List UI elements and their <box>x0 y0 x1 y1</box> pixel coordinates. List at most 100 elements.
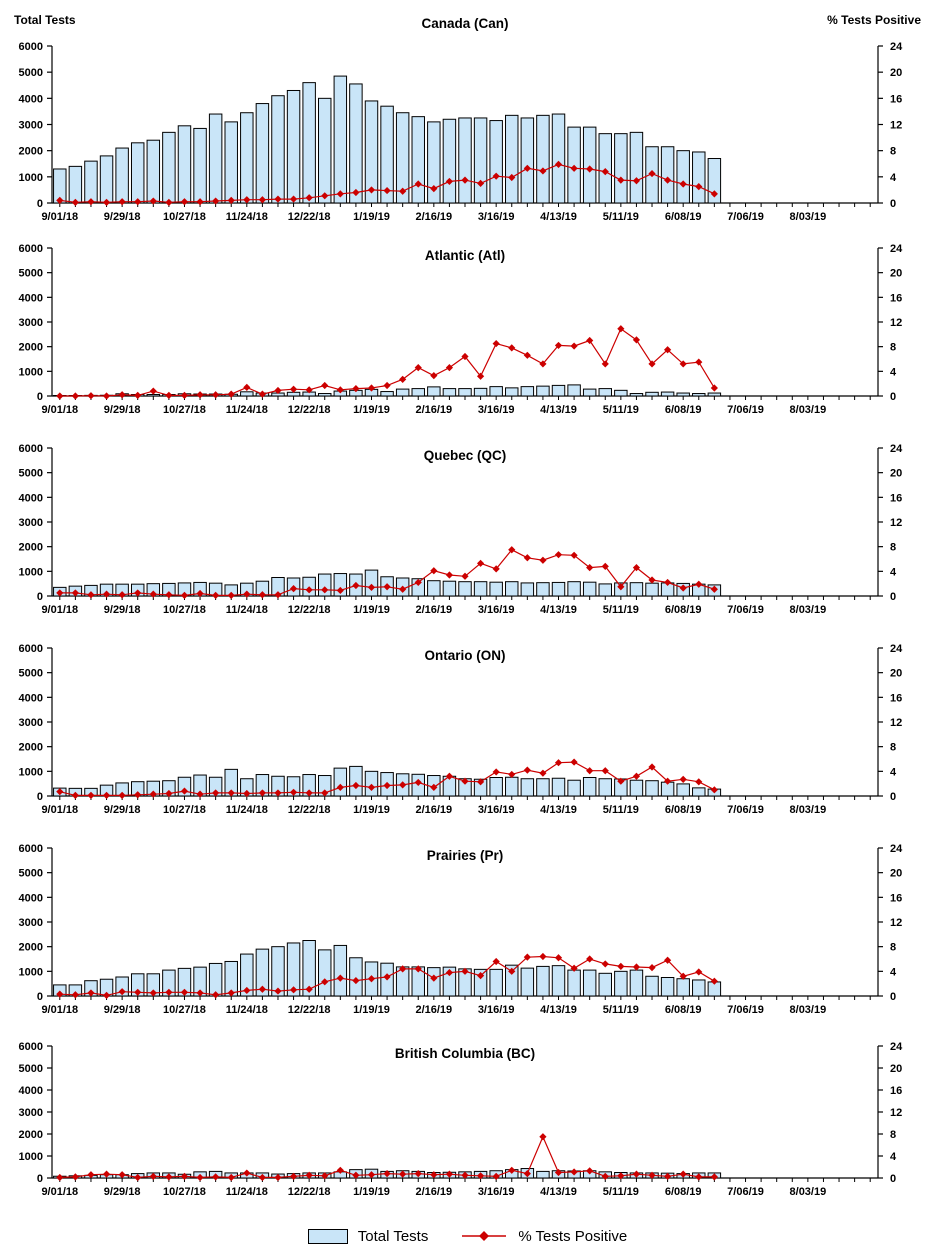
left-tick-label: 3000 <box>19 1107 43 1119</box>
right-tick-label: 20 <box>890 268 902 280</box>
left-tick-label: 1000 <box>19 1151 43 1163</box>
diamond-marker <box>180 391 189 399</box>
diamond-marker <box>632 336 641 344</box>
bar <box>536 114 550 204</box>
x-tick-label: 1/19/19 <box>353 604 390 616</box>
bar <box>286 89 301 204</box>
x-tick-label: 3/16/19 <box>478 404 515 416</box>
diamond-marker <box>648 360 656 368</box>
bar <box>582 777 597 797</box>
diamond-marker <box>399 187 407 195</box>
bar <box>598 972 612 997</box>
bar <box>177 125 192 204</box>
diamond-marker <box>695 1173 703 1181</box>
bar <box>162 131 176 204</box>
diamond-marker <box>383 1170 391 1178</box>
bar <box>240 391 254 397</box>
diamond-marker <box>664 956 672 964</box>
right-tick-label: 12 <box>890 317 902 329</box>
diamond-marker <box>586 1167 594 1175</box>
left-tick-label: 5000 <box>19 468 43 480</box>
x-tick-label: 9/01/18 <box>41 804 78 816</box>
bar <box>130 142 145 204</box>
diamond-marker <box>118 391 126 399</box>
diamond-marker <box>461 572 469 580</box>
right-tick-label: 8 <box>890 1129 896 1141</box>
diamond-marker <box>523 351 531 359</box>
bars-total-tests <box>53 569 722 597</box>
bar <box>692 393 706 397</box>
diamond-marker <box>243 383 251 391</box>
diamond-marker <box>570 342 578 350</box>
right-tick-label: 4 <box>890 766 897 778</box>
diamond-marker <box>71 1173 79 1181</box>
bar <box>271 95 285 204</box>
diamond-marker <box>539 360 547 368</box>
bar <box>349 765 363 797</box>
bar <box>411 388 425 397</box>
bar <box>520 778 535 797</box>
diamond-marker <box>632 1170 641 1178</box>
bar <box>505 387 519 397</box>
diamond-marker <box>118 198 126 206</box>
diamond-marker <box>274 195 282 203</box>
right-tick-label: 0 <box>890 198 896 210</box>
diamond-marker <box>679 775 687 783</box>
x-tick-label: 5/11/19 <box>603 604 639 616</box>
right-tick-label: 24 <box>890 1041 903 1053</box>
bar <box>614 133 628 204</box>
diamond-marker <box>336 190 344 198</box>
diamond-marker <box>165 1173 173 1181</box>
pct-positive-line <box>56 546 718 599</box>
bar <box>645 582 659 597</box>
diamond-marker <box>196 391 204 399</box>
left-tick-label: 1000 <box>19 966 43 978</box>
right-tick-label: 12 <box>890 517 902 529</box>
diamond-marker <box>367 186 376 194</box>
bar <box>442 388 457 397</box>
left-tick-label: 4000 <box>19 892 43 904</box>
diamond-marker <box>508 546 516 554</box>
x-tick-label: 9/01/18 <box>41 1004 78 1016</box>
right-tick-label: 0 <box>890 791 896 803</box>
diamond-marker <box>71 198 79 206</box>
x-tick-label: 4/13/19 <box>540 1004 577 1016</box>
bar <box>364 770 379 797</box>
left-tick-label: 2000 <box>19 942 43 954</box>
left-tick-label: 4000 <box>19 292 43 304</box>
right-tick-label: 12 <box>890 120 902 132</box>
x-tick-label: 9/29/18 <box>104 804 141 816</box>
bar <box>427 580 441 597</box>
left-tick-label: 3000 <box>19 917 43 929</box>
right-tick-label: 4 <box>890 172 897 184</box>
bar <box>582 126 597 204</box>
diamond-marker <box>539 556 547 564</box>
left-tick-label: 5000 <box>19 268 43 280</box>
diamond-marker <box>679 180 687 188</box>
diamond-marker <box>56 196 64 204</box>
x-tick-label: 1/19/19 <box>353 804 390 816</box>
bar <box>318 97 332 204</box>
diamond-marker <box>336 1166 344 1174</box>
x-tick-label: 7/06/19 <box>727 404 764 416</box>
diamond-marker <box>289 788 298 796</box>
diamond-marker <box>102 1170 111 1178</box>
left-tick-label: 5000 <box>19 1063 43 1075</box>
right-tick-label: 20 <box>890 1063 902 1075</box>
diamond-marker <box>632 772 641 780</box>
diamond-marker <box>305 985 313 993</box>
bar <box>473 117 488 204</box>
diamond-marker <box>508 770 516 779</box>
bar <box>520 582 535 597</box>
bar <box>505 114 519 204</box>
right-tick-label: 24 <box>890 643 903 655</box>
bar <box>427 967 441 997</box>
x-tick-label: 9/01/18 <box>41 604 78 616</box>
bar <box>676 150 690 204</box>
x-tick-label: 9/01/18 <box>41 211 78 223</box>
bar <box>473 581 488 597</box>
x-tick-label: 11/24/18 <box>226 804 268 816</box>
left-tick-label: 0 <box>37 391 43 403</box>
x-tick-label: 11/24/18 <box>226 1004 268 1016</box>
bar <box>692 787 706 797</box>
